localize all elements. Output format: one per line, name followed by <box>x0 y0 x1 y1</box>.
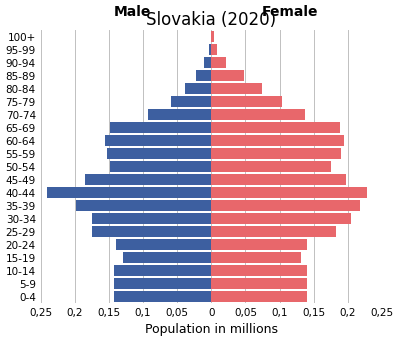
Bar <box>114 291 211 302</box>
Bar <box>211 161 331 172</box>
Bar <box>211 109 306 120</box>
Bar <box>211 70 244 81</box>
Bar <box>211 278 307 289</box>
Bar <box>196 70 211 81</box>
Bar <box>211 291 307 302</box>
Bar <box>209 44 211 55</box>
Bar <box>211 200 360 211</box>
Bar <box>114 278 211 289</box>
Bar <box>211 252 301 263</box>
Bar <box>211 57 226 68</box>
Bar <box>211 148 341 159</box>
Bar <box>115 265 211 276</box>
Bar <box>85 174 211 185</box>
Bar <box>105 135 211 146</box>
Bar <box>211 265 307 276</box>
Bar <box>110 161 211 172</box>
X-axis label: Population in millions: Population in millions <box>145 324 278 337</box>
Bar <box>92 226 211 237</box>
Bar <box>211 239 307 250</box>
Bar <box>171 96 211 107</box>
Bar <box>116 239 211 250</box>
Bar <box>76 200 211 211</box>
Bar <box>211 83 263 94</box>
Bar <box>92 213 211 224</box>
Bar <box>211 213 351 224</box>
Bar <box>47 187 211 198</box>
Title: Slovakia (2020): Slovakia (2020) <box>146 11 277 28</box>
Text: Female: Female <box>261 5 318 19</box>
Bar <box>211 96 282 107</box>
Bar <box>211 226 336 237</box>
Bar <box>204 57 211 68</box>
Bar <box>122 252 211 263</box>
Bar <box>211 31 214 42</box>
Bar <box>107 148 211 159</box>
Bar <box>211 187 367 198</box>
Bar <box>211 122 340 133</box>
Bar <box>186 83 211 94</box>
Bar <box>211 135 344 146</box>
Bar <box>211 174 346 185</box>
Bar <box>148 109 211 120</box>
Text: Male: Male <box>114 5 152 19</box>
Bar <box>211 44 217 55</box>
Bar <box>110 122 211 133</box>
